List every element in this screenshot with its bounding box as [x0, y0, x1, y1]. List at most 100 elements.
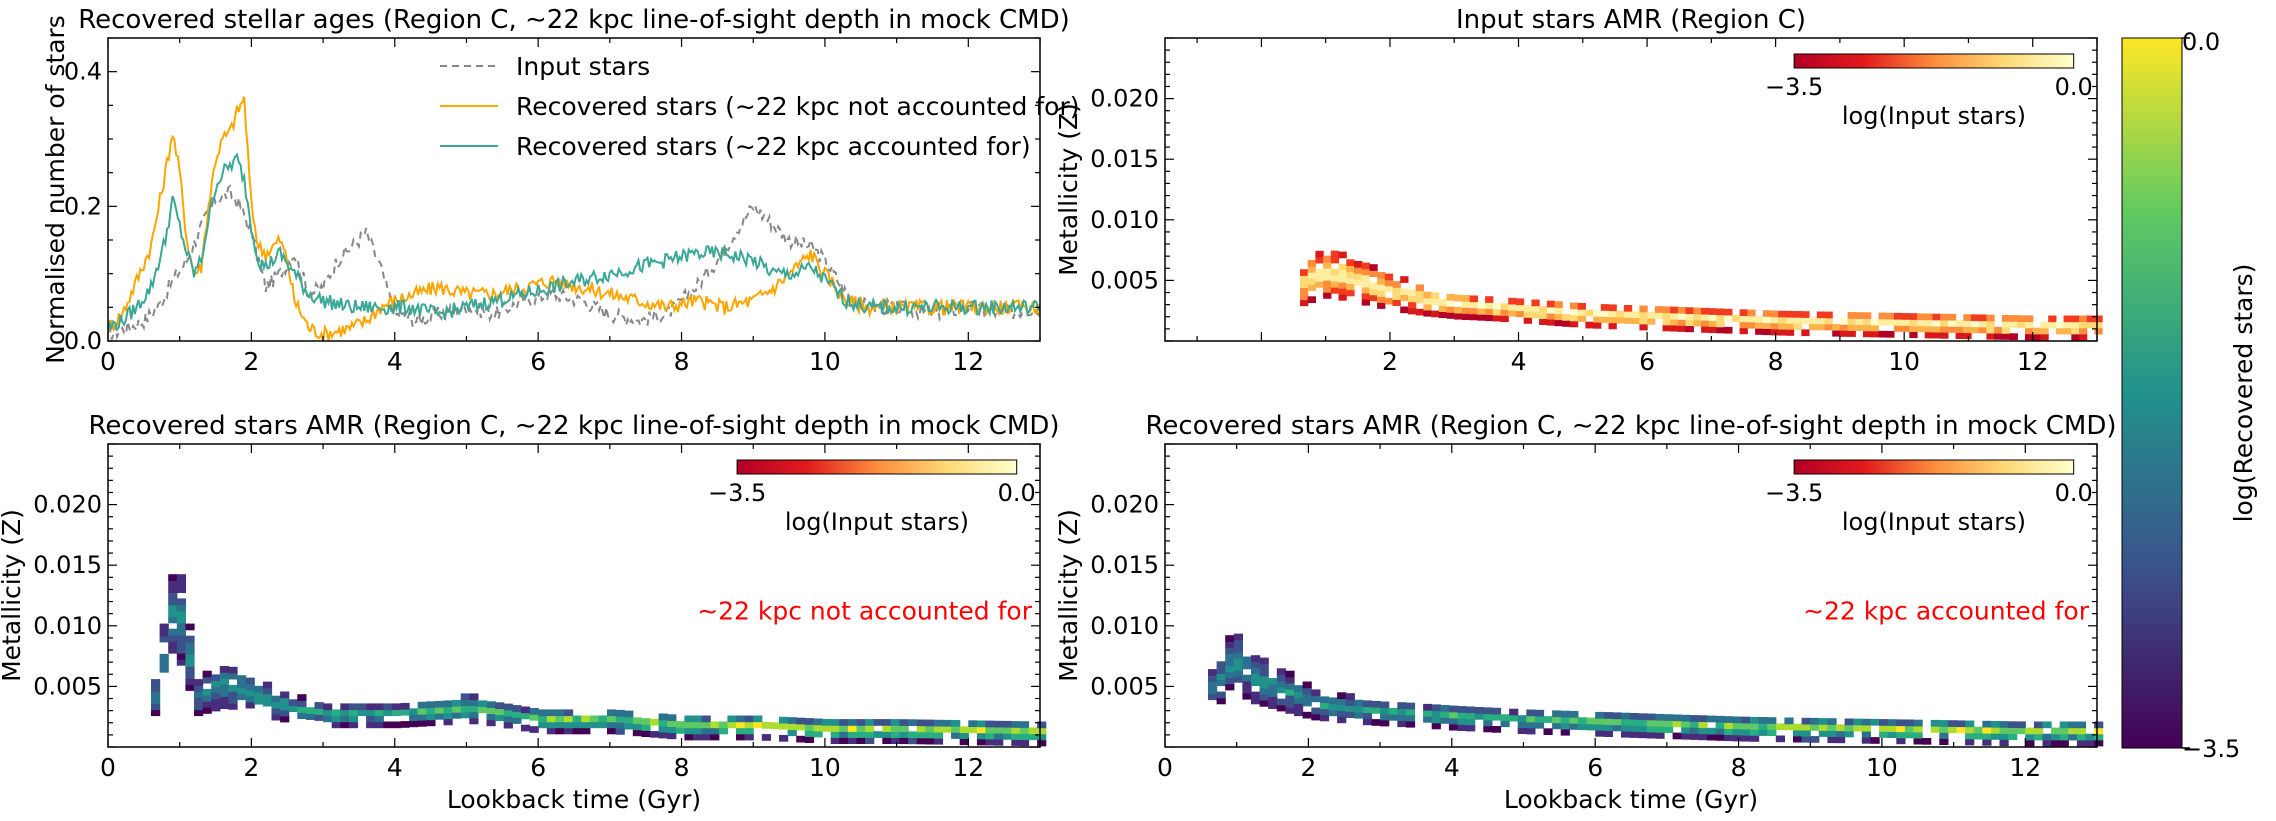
heatmap-cell: [1323, 280, 1332, 287]
x-axis-label: Lookback time (Gyr): [1504, 785, 1758, 814]
colorbar-gradient: [2121, 37, 2183, 749]
heatmap-cell: [202, 688, 212, 696]
heatmap-cell: [1924, 325, 1933, 333]
heatmap-cell: [443, 700, 453, 708]
heatmap-cell: [1670, 324, 1679, 332]
heatmap-cell: [460, 693, 470, 701]
heatmap-cell: [228, 684, 238, 692]
heatmap-cell: [1307, 272, 1316, 279]
heatmap-cell: [1307, 266, 1316, 273]
heatmap-cell: [1654, 312, 1664, 319]
heatmap-cell: [2079, 333, 2088, 341]
x-tick-label: 10: [1888, 347, 1920, 376]
heatmap-cell: [1377, 290, 1386, 297]
heatmap-cell: [1554, 301, 1563, 308]
heatmap-cell: [908, 737, 918, 745]
heatmap-cell: [1361, 298, 1370, 306]
heatmap-cell: [1300, 287, 1309, 295]
heatmap-cell: [873, 719, 883, 726]
heatmap-cell: [865, 737, 875, 744]
colorbar-label: log(Recovered stars): [2229, 264, 2258, 523]
heatmap-cell: [1268, 702, 1278, 709]
heatmap-cell: [211, 698, 221, 706]
heatmap-cell: [1037, 733, 1047, 741]
heatmap-cell: [426, 719, 436, 727]
heatmap-cell: [1839, 330, 1849, 337]
heatmap-cell: [1302, 693, 1312, 701]
heatmap-cell: [1855, 318, 1864, 325]
heatmap-cell: [1526, 727, 1536, 735]
heatmap-cell: [417, 713, 427, 721]
heatmap-cell: [1483, 719, 1493, 727]
heatmap-cell: [2051, 727, 2061, 735]
heatmap-cell: [564, 727, 574, 735]
heatmap-cell: [770, 722, 780, 730]
heatmap-cell: [856, 731, 866, 738]
heatmap-cell: [176, 652, 186, 660]
heatmap-cell: [1361, 286, 1370, 294]
heatmap-cell: [1462, 307, 1471, 314]
heatmap-cell: [1816, 311, 1826, 319]
heatmap-cell: [374, 709, 384, 717]
heatmap-cell: [1913, 719, 1923, 727]
heatmap-cell: [1855, 312, 1864, 319]
heatmap-cell: [176, 580, 186, 587]
heatmap-cell: [2055, 327, 2065, 335]
heatmap-cell: [1750, 716, 1760, 724]
heatmap-cell: [1328, 703, 1338, 711]
x-tick-label: 6: [1587, 753, 1603, 782]
inset-colorbar-min: −3.5: [1765, 479, 1823, 507]
heatmap-cell: [1011, 733, 1021, 740]
heatmap-cell: [1415, 290, 1424, 298]
heatmap-cell: [469, 693, 479, 701]
heatmap-cell: [1554, 307, 1563, 315]
heatmap-cell: [1354, 260, 1363, 268]
heatmap-cell: [701, 727, 711, 735]
heatmap-cell: [1388, 714, 1398, 721]
y-tick-label: 0.010: [1090, 206, 1159, 234]
heatmap-cell: [1037, 739, 1047, 747]
heatmap-cell: [168, 586, 178, 593]
heatmap-cell: [1315, 275, 1324, 282]
heatmap-cell: [1801, 723, 1811, 731]
inset-colorbar: −3.5 0.0 log(Input stars): [708, 459, 1036, 536]
y-tick-label: 0.4: [64, 58, 102, 86]
heatmap-cell: [1621, 724, 1631, 732]
heatmap-cell: [976, 720, 987, 728]
heatmap-cell: [1662, 306, 1671, 314]
heatmap-cell: [151, 697, 161, 704]
heatmap-cell: [1233, 645, 1243, 653]
heatmap-cell: [546, 709, 556, 717]
heatmap-cell: [555, 709, 565, 717]
heatmap-cell: [632, 717, 642, 725]
heatmap-cell: [1438, 299, 1448, 306]
heatmap-cell: [331, 721, 341, 729]
heatmap-cell: [650, 718, 660, 726]
heatmap-cell: [1446, 293, 1455, 301]
heatmap-cell: [1662, 312, 1671, 320]
heatmap-cell: [211, 680, 221, 688]
heatmap-cell: [314, 702, 324, 709]
heatmap-cell: [1392, 299, 1401, 306]
heatmap-cell: [1354, 267, 1363, 274]
heatmap-cell: [658, 725, 668, 733]
heatmap-cell: [1677, 325, 1687, 332]
heatmap-cell: [1639, 311, 1648, 319]
heatmap-cell: [1947, 726, 1958, 733]
heatmap-cell: [1311, 713, 1321, 721]
heatmap-cell: [529, 708, 539, 715]
heatmap-cell: [1893, 319, 1903, 326]
heatmap-cell: [1940, 319, 1949, 327]
heatmap-cell: [1901, 319, 1910, 326]
heatmap-cell: [460, 705, 470, 713]
heatmap-cell: [2094, 315, 2103, 323]
x-tick-label: 8: [1731, 753, 1747, 782]
heatmap-cell: [1863, 318, 1872, 326]
heatmap-cell: [1655, 732, 1665, 739]
heatmap-cell: [1999, 739, 2009, 746]
heatmap-cell: [1801, 311, 1810, 318]
heatmap-cell: [1423, 709, 1433, 717]
heatmap-cell: [1216, 691, 1226, 699]
heatmap-cell: [452, 699, 462, 707]
heatmap-cell: [1646, 725, 1656, 733]
